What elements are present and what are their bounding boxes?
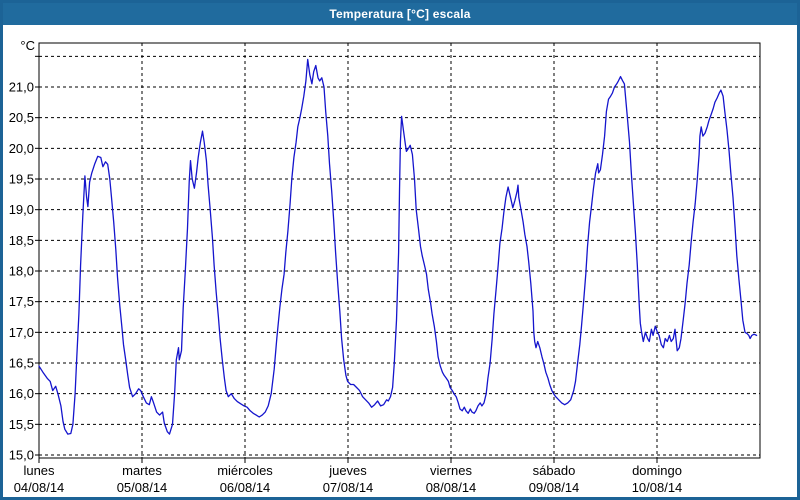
y-tick-label: 20,5 — [9, 110, 34, 125]
temperature-line-chart: °C 21,0 20,5 20,0 19,5 19,0 18,5 18,0 17,5 17,0 16… — [9, 38, 761, 495]
plot-frame — [38, 42, 761, 459]
gridlines — [35, 43, 760, 463]
temperature-series-line — [38, 58, 758, 435]
window-titlebar[interactable]: Temperatura [°C] escala — [3, 3, 797, 25]
y-tick-label: 16,5 — [9, 355, 34, 370]
y-tick-label: 18,0 — [9, 263, 34, 278]
x-tick-day-label: miércoles — [217, 463, 273, 478]
y-tick-label: 15,5 — [9, 417, 34, 432]
y-tick-label: 17,5 — [9, 294, 34, 309]
y-tick-label: 19,0 — [9, 202, 34, 217]
x-tick-date-label: 09/08/14 — [529, 480, 580, 495]
x-tick-date-label: 05/08/14 — [117, 480, 168, 495]
x-tick-day-label: jueves — [328, 463, 367, 478]
x-tick-date-label: 07/08/14 — [323, 480, 374, 495]
x-tick-date-label: 10/08/14 — [632, 480, 683, 495]
x-tick-day-label: viernes — [430, 463, 472, 478]
y-tick-label: 19,5 — [9, 171, 34, 186]
y-tick-label: 20,0 — [9, 141, 34, 156]
y-axis-unit-label: °C — [20, 38, 35, 53]
y-tick-label: 18,5 — [9, 233, 34, 248]
x-tick-date-label: 06/08/14 — [220, 480, 271, 495]
x-tick-day-label: lunes — [23, 463, 55, 478]
window-title: Temperatura [°C] escala — [329, 7, 471, 21]
chart-area: °C 21,0 20,5 20,0 19,5 19,0 18,5 18,0 17,5 17,0 16… — [3, 25, 797, 497]
y-tick-label: 15,0 — [9, 447, 34, 462]
x-tick-date-label: 04/08/14 — [14, 480, 65, 495]
x-tick-day-label: domingo — [632, 463, 682, 478]
y-tick-label: 16,0 — [9, 386, 34, 401]
y-tick-label: 17,0 — [9, 325, 34, 340]
x-tick-date-label: 08/08/14 — [426, 480, 477, 495]
y-tick-label: 21,0 — [9, 80, 34, 95]
x-tick-day-label: martes — [122, 463, 162, 478]
x-tick-day-label: sábado — [533, 463, 576, 478]
axis-labels: °C 21,0 20,5 20,0 19,5 19,0 18,5 18,0 17,5 17,0 16… — [9, 38, 683, 495]
